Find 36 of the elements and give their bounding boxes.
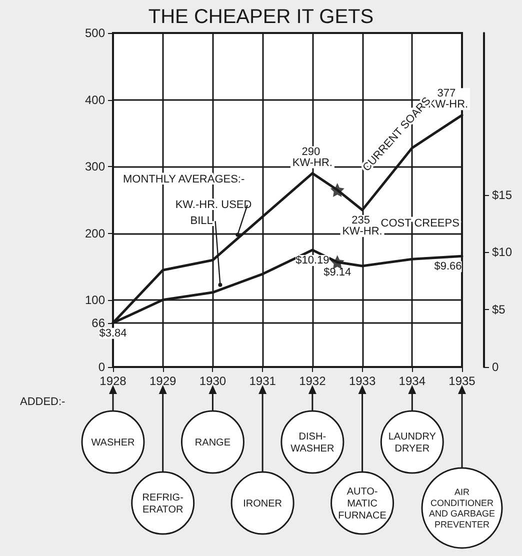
- x-tick-label: 1935: [448, 374, 476, 388]
- x-tick-label: 1929: [150, 374, 177, 388]
- y-tick-label: 0: [98, 360, 106, 374]
- data-label: $10.19: [296, 254, 330, 267]
- x-tick-label: 1928: [100, 374, 127, 388]
- text: RANGE: [194, 438, 231, 448]
- data-label: 290 KW-HR.: [292, 146, 332, 169]
- y2-tick-label: $5: [492, 302, 506, 317]
- text: AUTO- MATIC FURNACE: [338, 486, 387, 522]
- y2-tick-label: 0: [492, 360, 499, 374]
- x-tick-label: 1930: [199, 374, 226, 388]
- data-label: $9.14: [324, 266, 352, 279]
- x-tick-label: 1932: [299, 374, 326, 388]
- x-tick-label: 1931: [249, 374, 276, 388]
- x-tick-label: 1933: [348, 374, 376, 388]
- data-label: $9.66: [434, 260, 462, 273]
- data-label: $3.84: [99, 327, 127, 340]
- y2-tick-label: $15: [492, 188, 512, 202]
- y-tick-label: 400: [84, 92, 106, 107]
- text: REFRIG- ERATOR: [142, 492, 184, 516]
- text: WASHER: [91, 438, 135, 448]
- text: DISH- WASHER: [290, 432, 334, 454]
- text: BILL: [190, 215, 213, 228]
- chart-title: THE CHEAPER IT GETS: [148, 6, 374, 28]
- text: ADDED:-: [20, 396, 66, 408]
- x-tick-label: 1934: [398, 374, 426, 388]
- text: LAUNDRY DRYER: [388, 432, 436, 454]
- y-tick-label: 500: [84, 26, 106, 40]
- data-label: 235 KW-HR.: [342, 214, 382, 238]
- text: IRONER: [243, 498, 282, 510]
- y-tick-label: 200: [84, 226, 106, 240]
- y-tick-label: 300: [84, 160, 106, 174]
- y-tick-label: 100: [84, 293, 106, 308]
- annotation: COST CREEPS: [380, 218, 460, 230]
- y2-tick-label: $10: [492, 245, 512, 260]
- text: AIR CONDITIONER AND GARBAGE PREVENTER: [428, 486, 496, 530]
